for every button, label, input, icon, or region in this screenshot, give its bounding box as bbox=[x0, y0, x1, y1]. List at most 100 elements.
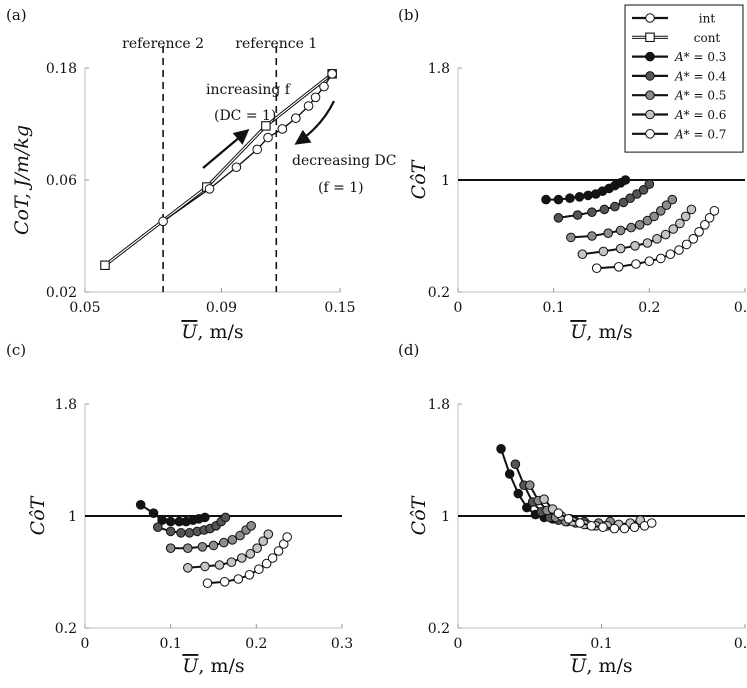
data-point bbox=[603, 228, 613, 238]
x-axis-label: U, m/s bbox=[570, 655, 632, 677]
data-point bbox=[586, 521, 597, 531]
x-tick-label: 0.3 bbox=[734, 300, 747, 316]
data-point bbox=[615, 225, 626, 236]
data-point bbox=[153, 522, 163, 533]
data-point bbox=[577, 249, 588, 259]
x-tick-label: 0.1 bbox=[543, 300, 565, 316]
data-point bbox=[236, 553, 247, 563]
y-tick-label: 0.2 bbox=[428, 285, 450, 301]
legend-entry: A* = 0.6 bbox=[632, 108, 726, 122]
data-point bbox=[510, 459, 521, 470]
data-point bbox=[220, 512, 231, 523]
data-point bbox=[214, 560, 225, 570]
data-point bbox=[667, 194, 678, 205]
x-tick-label: 0.1 bbox=[160, 636, 182, 652]
series-line-inner bbox=[104, 73, 333, 266]
x-tick-label: 0.05 bbox=[69, 300, 100, 316]
data-point bbox=[638, 185, 649, 195]
x-axis-label-unit: , m/s bbox=[586, 655, 632, 677]
data-point bbox=[258, 536, 268, 547]
data-point bbox=[642, 238, 653, 248]
data-point bbox=[165, 516, 176, 527]
data-point bbox=[553, 213, 564, 223]
data-point bbox=[254, 564, 264, 575]
data-point bbox=[200, 512, 210, 523]
data-point bbox=[263, 529, 274, 540]
legend-entry: cont bbox=[632, 31, 720, 45]
data-point bbox=[319, 81, 329, 92]
legend-marker bbox=[645, 51, 655, 62]
series-4 bbox=[183, 529, 274, 573]
series-5 bbox=[202, 532, 292, 589]
legend-label-value: * = 0.6 bbox=[684, 108, 727, 122]
legend-label-symbol: A bbox=[674, 127, 684, 141]
data-point bbox=[233, 574, 244, 584]
series-1 bbox=[135, 500, 210, 527]
data-point bbox=[566, 232, 576, 243]
data-point bbox=[273, 546, 284, 556]
x-axis-label-symbol: U bbox=[570, 655, 587, 677]
annotation-decreasing: decreasing DC bbox=[292, 153, 396, 169]
data-point bbox=[652, 234, 662, 244]
series-cont bbox=[100, 69, 337, 271]
data-point bbox=[681, 239, 692, 250]
legend-box bbox=[624, 4, 744, 153]
y-axis-label: CoT, J/m/kg bbox=[11, 125, 33, 235]
data-point bbox=[598, 522, 608, 533]
panel-label: (d) bbox=[398, 341, 419, 359]
data-point bbox=[202, 578, 213, 589]
panel-1: (b) 0 0.1 0.2 0.3 0.2 1 1.8 U, m/s CôT bbox=[398, 6, 747, 343]
y-tick-label: 1 bbox=[68, 509, 77, 525]
data-point bbox=[226, 557, 237, 568]
data-point bbox=[227, 535, 238, 545]
data-point bbox=[176, 528, 186, 538]
data-point bbox=[565, 193, 575, 203]
data-point bbox=[572, 210, 583, 220]
data-point bbox=[642, 215, 653, 226]
legend-label-symbol: A bbox=[674, 89, 684, 103]
data-point bbox=[656, 253, 666, 264]
data-point bbox=[563, 514, 574, 524]
data-point bbox=[522, 502, 532, 513]
data-point bbox=[625, 193, 636, 203]
series-line bbox=[500, 448, 570, 520]
data-point bbox=[686, 204, 697, 215]
x-axis-label-unit: , m/s bbox=[586, 321, 632, 343]
arrow-decreasing bbox=[294, 100, 335, 145]
legend-label-value: * = 0.5 bbox=[684, 89, 727, 103]
series-line bbox=[557, 512, 653, 530]
panel-label: (b) bbox=[398, 6, 419, 24]
data-point bbox=[575, 518, 585, 528]
data-point bbox=[619, 523, 630, 534]
data-point bbox=[100, 260, 110, 271]
legend-label: A* = 0.6 bbox=[674, 108, 726, 122]
data-point bbox=[267, 553, 278, 563]
legend-entry: A* = 0.7 bbox=[632, 127, 726, 141]
legend-marker bbox=[645, 71, 655, 81]
legend-label-value: * = 0.7 bbox=[684, 127, 727, 141]
x-axis-label: U, m/s bbox=[182, 655, 244, 677]
data-point bbox=[674, 245, 684, 255]
data-point bbox=[553, 194, 564, 205]
data-point bbox=[235, 530, 245, 541]
data-point bbox=[626, 222, 636, 233]
panel-2: (c) 0 0.1 0.2 0.3 0.2 1 1.8 U, m/s CôT bbox=[6, 341, 353, 677]
legend-label: int bbox=[699, 12, 716, 26]
data-point bbox=[218, 537, 229, 548]
legend-label: A* = 0.7 bbox=[674, 127, 726, 141]
x-tick-label: 0.2 bbox=[734, 636, 747, 652]
data-point bbox=[598, 246, 609, 257]
data-point bbox=[165, 543, 176, 554]
panel-label: (c) bbox=[6, 341, 26, 359]
x-tick-label: 0.2 bbox=[245, 636, 267, 652]
data-point bbox=[282, 532, 292, 542]
panel-label: (a) bbox=[6, 6, 27, 24]
data-point bbox=[291, 113, 301, 124]
data-point bbox=[613, 262, 624, 272]
data-point bbox=[504, 469, 515, 479]
y-tick-label: 0.18 bbox=[46, 61, 77, 77]
annotation-increasing-sub: (DC = 1) bbox=[214, 108, 276, 124]
x-axis-label-unit: , m/s bbox=[198, 655, 244, 677]
